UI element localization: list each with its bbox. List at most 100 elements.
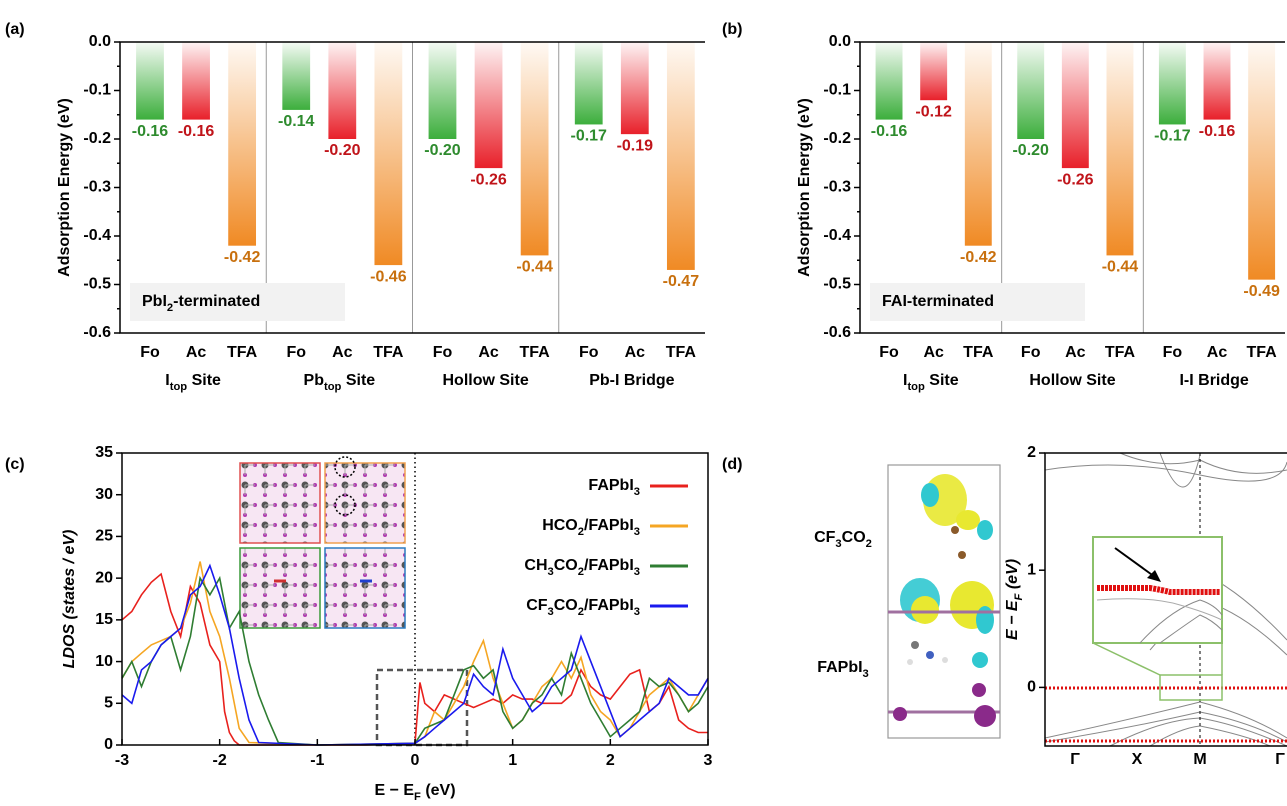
group-label: Pb-I Bridge	[589, 372, 674, 389]
y-tick-label: -0.6	[83, 324, 111, 341]
value-label: -0.12	[915, 103, 952, 120]
band-zoom-inset	[1092, 536, 1223, 701]
value-label: -0.17	[570, 128, 607, 145]
text-run: I-I Bridge	[1179, 372, 1248, 389]
bar	[920, 42, 948, 101]
text-run: 3	[634, 606, 640, 618]
text-run: CF	[526, 597, 548, 614]
x-tick-label: TFA	[1105, 344, 1136, 361]
x-tick-label: Ac	[923, 344, 944, 361]
y-tick-label: -0.5	[83, 276, 111, 293]
value-label: -0.20	[424, 142, 461, 159]
bar	[574, 42, 603, 125]
text-run: 2	[167, 302, 173, 314]
y-tick-label: 0	[1027, 679, 1036, 696]
value-label: -0.44	[516, 259, 553, 276]
x-tick-label: Fo	[579, 344, 599, 361]
value-label: -0.16	[132, 123, 169, 140]
x-tick-label: M	[1193, 751, 1206, 768]
text-run: /FAPbI	[584, 557, 634, 574]
x-tick-label: -2	[213, 752, 227, 769]
y-tick-label: 0.0	[89, 33, 111, 50]
text-run: Site	[187, 372, 221, 389]
text-run: 2	[578, 566, 584, 578]
value-label: -0.20	[1012, 142, 1049, 159]
legend-label: CF3CO2/FAPbI3	[526, 597, 640, 618]
legend-label: FAPbI3	[588, 477, 640, 498]
x-tick-label: Γ	[1275, 751, 1285, 768]
text-run: -terminated	[173, 293, 260, 310]
text-run: I	[903, 372, 907, 389]
x-tick-label: Ac	[1207, 344, 1228, 361]
x-tick-label: 0	[411, 752, 420, 769]
text-run: F	[414, 791, 421, 803]
charge-density-structure	[887, 464, 1001, 739]
group-label: Hollow Site	[1029, 372, 1115, 389]
text-run: 3	[634, 526, 640, 538]
x-tick-label: X	[1132, 751, 1143, 768]
molecule-label: CF3CO2	[814, 529, 872, 550]
y-axis-title: Adsorption Energy (eV)	[56, 98, 73, 277]
y-tick-label: -0.3	[823, 179, 851, 196]
x-tick-label: Fo	[1163, 344, 1183, 361]
x-tick-label: TFA	[227, 344, 258, 361]
value-label: -0.20	[324, 142, 361, 159]
value-label: -0.16	[1199, 123, 1236, 140]
value-label: -0.46	[370, 268, 407, 285]
bar	[1203, 42, 1231, 120]
value-label: -0.16	[178, 123, 215, 140]
text-run: CO	[554, 597, 578, 614]
group-label: Itop Site	[165, 372, 221, 393]
text-run: E − E	[1004, 599, 1021, 640]
value-label: -0.26	[1057, 171, 1094, 188]
bar	[620, 42, 649, 135]
y-tick-label: 30	[95, 486, 113, 503]
axis-frame	[1044, 452, 1287, 747]
y-tick-label: -0.1	[823, 82, 851, 99]
text-run: top	[907, 381, 925, 393]
data-line	[121, 575, 709, 746]
panel-label: (b)	[722, 21, 742, 38]
text-run: F	[1013, 592, 1025, 600]
bar	[374, 42, 403, 266]
x-tick-label: 3	[704, 752, 713, 769]
panel-label: (d)	[722, 456, 742, 473]
text-run: (eV)	[421, 782, 456, 799]
y-tick-label: -0.6	[823, 324, 851, 341]
text-run: /FAPbI	[584, 597, 634, 614]
value-label: -0.19	[617, 137, 654, 154]
text-run: Site	[925, 372, 959, 389]
group-label: Pbtop Site	[304, 372, 376, 393]
structure-insets	[239, 456, 406, 629]
y-tick-label: 35	[95, 444, 113, 461]
bar	[875, 42, 903, 120]
value-label: -0.26	[470, 171, 507, 188]
bar	[964, 42, 992, 246]
text-run: E − E	[374, 782, 414, 799]
legend-label: HCO2/FAPbI3	[542, 517, 640, 538]
text-run: PbI	[142, 293, 167, 310]
bar	[1017, 42, 1045, 139]
y-tick-label: 1	[1027, 561, 1036, 578]
text-run: Hollow Site	[443, 372, 529, 389]
text-run: HCO	[542, 517, 578, 534]
text-run: 2	[578, 526, 584, 538]
x-tick-label: TFA	[666, 344, 697, 361]
y-tick-label: 5	[104, 695, 113, 712]
y-tick-label: 20	[95, 569, 113, 586]
bar	[228, 42, 257, 246]
text-run: Pb	[304, 372, 325, 389]
text-run: 3	[634, 486, 640, 498]
y-tick-label: 0.0	[829, 33, 851, 50]
text-run: 3	[863, 668, 869, 680]
value-label: -0.42	[960, 249, 997, 266]
y-tick-label: -0.2	[823, 130, 851, 147]
panel-label: (a)	[5, 21, 25, 38]
group-label: I-I Bridge	[1179, 372, 1248, 389]
text-run: 3	[835, 538, 841, 550]
legend-label: CH3CO2/FAPbI3	[524, 557, 640, 578]
y-axis-title: Adsorption Energy (eV)	[796, 98, 813, 277]
y-tick-label: 0	[104, 736, 113, 753]
